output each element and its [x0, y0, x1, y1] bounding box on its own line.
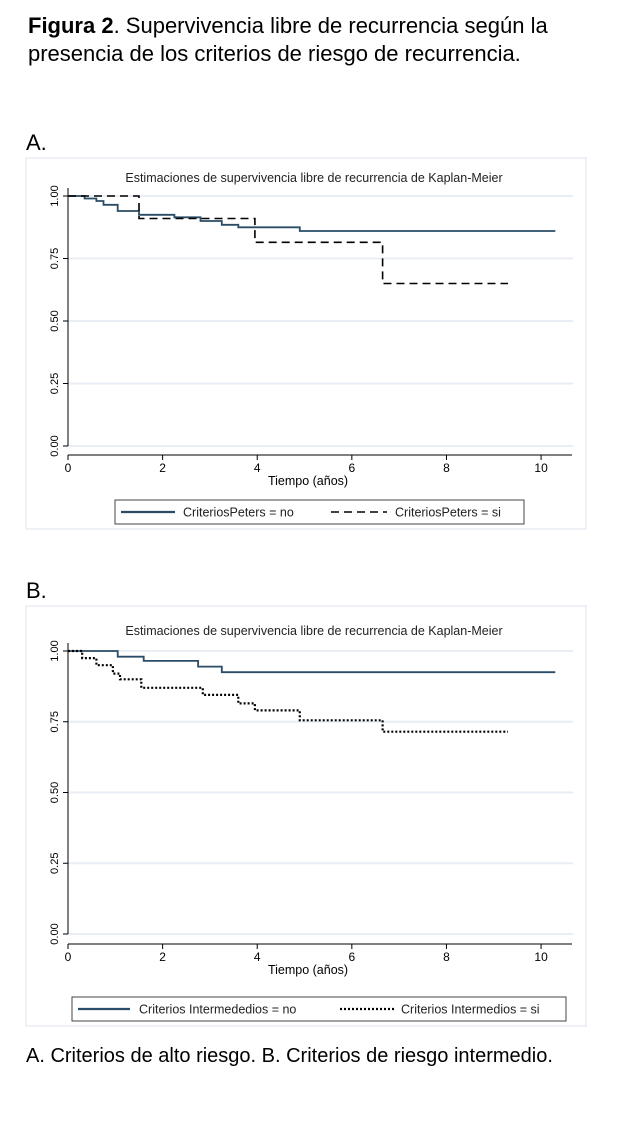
chart-a-legend-label-1: CriteriosPeters = si	[395, 506, 501, 520]
chart-b: Estimaciones de supervivencia libre de r…	[25, 605, 587, 1027]
chart-b-y-tick-label: 0.00	[49, 923, 61, 944]
chart-a-x-tick-label: 4	[254, 461, 261, 475]
chart-a-legend	[114, 499, 525, 525]
chart-b-y-tick-label: 0.25	[49, 853, 61, 874]
panel-a-label: A.	[26, 130, 47, 155]
chart-a-x-tick-label: 2	[159, 461, 166, 475]
chart-b-x-tick-label: 8	[443, 950, 450, 964]
chart-a-y-tick-label: 1.00	[49, 185, 61, 206]
chart-b-x-tick-label: 2	[159, 950, 166, 964]
chart-b-series-1-line	[68, 649, 508, 733]
chart-b-series-0-line	[68, 650, 556, 674]
chart-a-y-tick-label: 0.50	[49, 310, 61, 331]
chart-a-x-tick-label: 8	[443, 461, 450, 475]
chart-b-x-axis-label: Tiempo (años)	[268, 963, 348, 977]
figure-caption-text: . Supervivencia libre de recurrencia seg…	[28, 13, 548, 66]
chart-b-x-tick-label: 0	[65, 950, 72, 964]
chart-a-y-tick-label: 0.00	[49, 435, 61, 456]
chart-b-legend-label-1: Criterios Intermedios = si	[401, 1003, 540, 1017]
chart-a-legend-label-0: CriteriosPeters = no	[183, 506, 294, 520]
chart-b-y-tick-label: 0.50	[49, 782, 61, 803]
figure-footnote: A. Criterios de alto riesgo. B. Criterio…	[26, 1045, 553, 1067]
chart-b-legend-label-0: Criterios Intermededios = no	[139, 1003, 296, 1017]
figure-number: Figura 2	[28, 13, 114, 38]
chart-a-x-tick-label: 0	[65, 461, 72, 475]
chart-a-x-tick-label: 10	[534, 461, 548, 475]
chart-a-y-tick-label: 0.25	[49, 373, 61, 394]
chart-panel-a: Estimaciones de supervivencia libre de r…	[25, 157, 587, 530]
chart-panel-b: Estimaciones de supervivencia libre de r…	[25, 605, 587, 1027]
chart-b-y-tick-label: 1.00	[49, 640, 61, 661]
chart-a-frame	[25, 157, 587, 530]
chart-b-x-tick-label: 4	[254, 950, 261, 964]
chart-a: Estimaciones de supervivencia libre de r…	[25, 157, 587, 530]
chart-a-x-tick-label: 6	[349, 461, 356, 475]
chart-b-y-tick-label: 0.75	[49, 711, 61, 732]
chart-b-legend	[71, 996, 567, 1022]
chart-a-y-tick-label: 0.75	[49, 248, 61, 269]
chart-b-x-tick-label: 6	[349, 950, 356, 964]
chart-a-series-0-line	[68, 195, 556, 232]
chart-b-title: Estimaciones de supervivencia libre de r…	[125, 624, 502, 638]
chart-a-x-axis-label: Tiempo (años)	[268, 474, 348, 488]
chart-a-title: Estimaciones de supervivencia libre de r…	[125, 171, 502, 185]
figure-caption: Figura 2. Supervivencia libre de recurre…	[28, 12, 608, 68]
chart-b-x-tick-label: 10	[534, 950, 548, 964]
chart-a-series-1-line	[68, 195, 508, 285]
panel-b-label: B.	[26, 578, 47, 603]
